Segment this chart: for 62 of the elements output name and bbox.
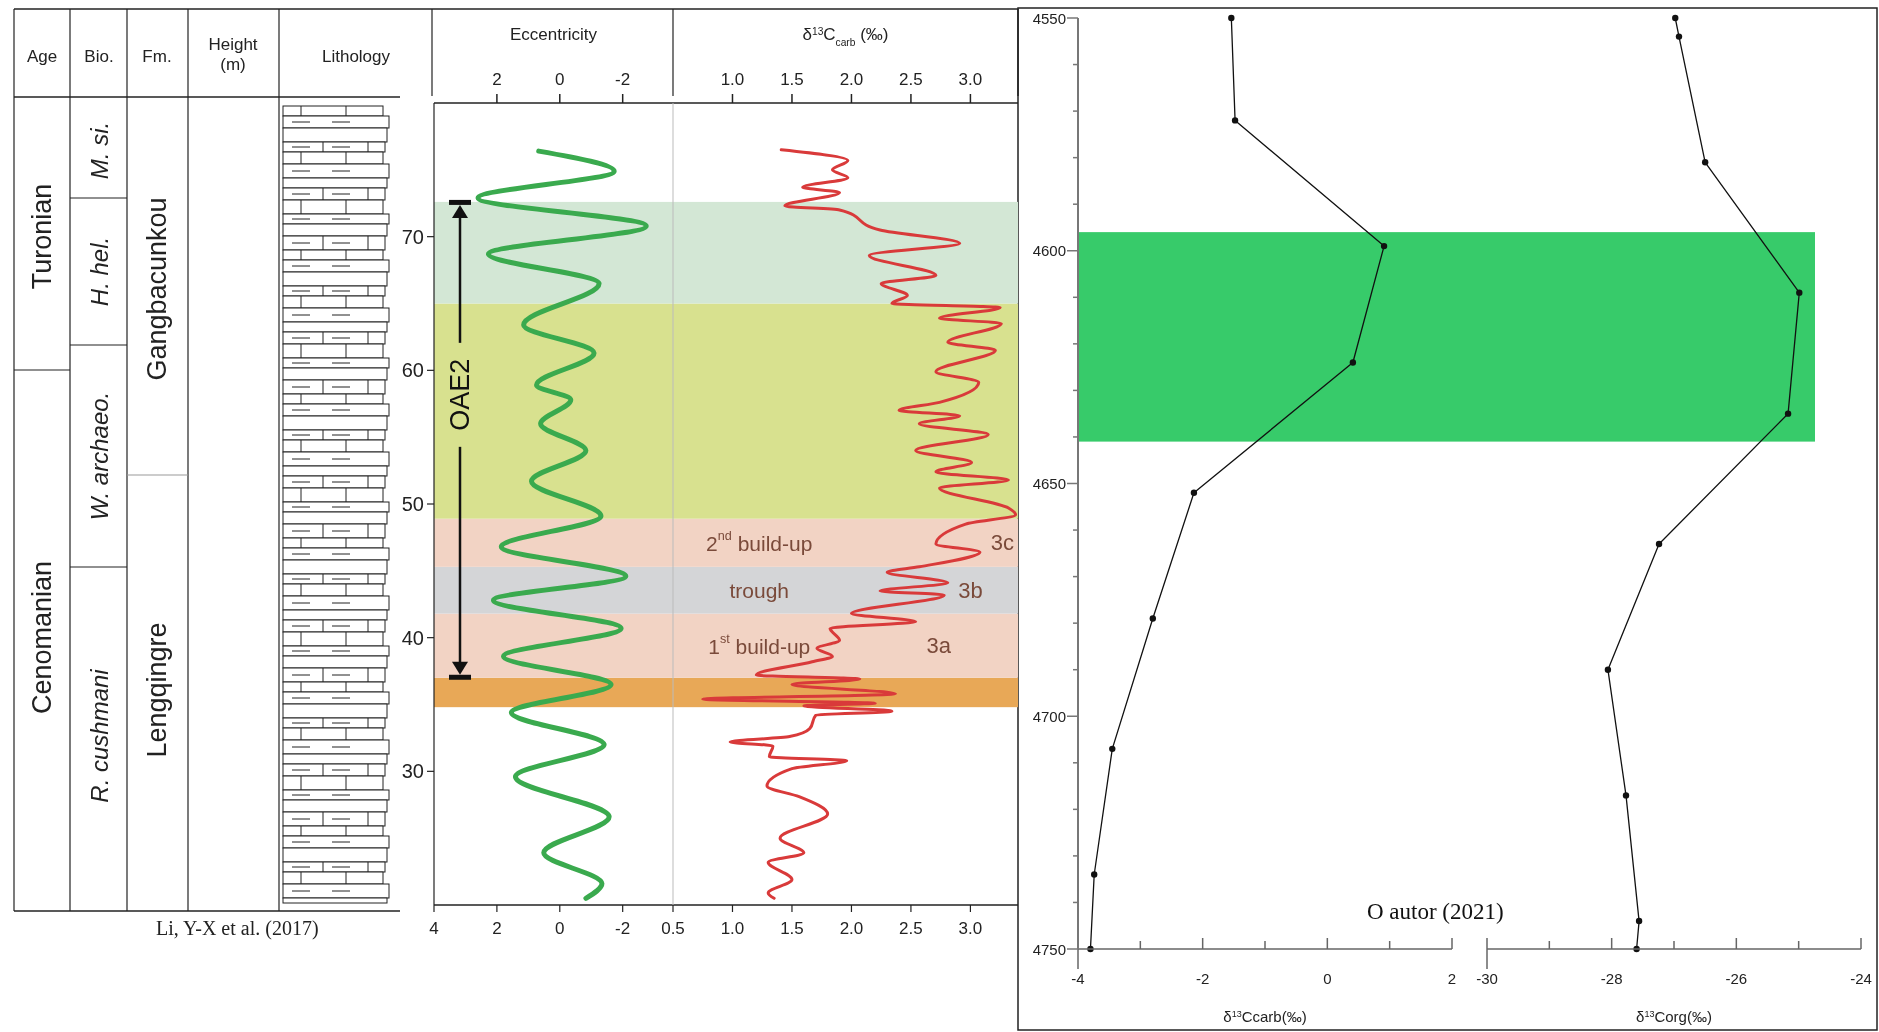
- y-tick-label: 40: [401, 626, 424, 649]
- x-tick-label: 4: [429, 919, 439, 938]
- x-tick-label: -4: [1071, 970, 1085, 987]
- x2-tick-label: -2: [615, 70, 631, 89]
- x-tick-label: 1.0: [720, 919, 745, 938]
- annotation: 3c: [990, 530, 1015, 556]
- y-tick-label: 4550: [1032, 9, 1066, 27]
- text: Lengqingre: [142, 622, 172, 758]
- x-tick-label: -24: [1850, 970, 1872, 987]
- y-tick-label: 4650: [1032, 475, 1066, 492]
- category-label: Age: [26, 47, 58, 66]
- x2-tick-label: 2.0: [839, 70, 864, 89]
- x-tick-label: 0.5: [661, 919, 685, 938]
- x-tick-label: -30: [1476, 970, 1498, 987]
- x-tick-label: 2: [492, 919, 502, 938]
- x-axis-title: Eccentricity: [510, 25, 598, 44]
- x-tick-label: -2: [615, 919, 631, 938]
- y-axis-title: Height (m): [208, 35, 258, 74]
- annotation: 3a: [926, 633, 952, 659]
- x2-tick-label: 1.0: [720, 70, 745, 89]
- category-label: Bio.: [84, 47, 114, 66]
- x-tick-label: 2: [1447, 970, 1457, 987]
- text: Lithology: [321, 47, 391, 66]
- y-tick-label: 4750: [1032, 940, 1066, 958]
- x-tick-label: 3.0: [958, 919, 983, 938]
- y-tick-label: 4600: [1032, 242, 1066, 260]
- x-tick-label: 2.0: [839, 919, 864, 938]
- category-label: Fm.: [142, 47, 172, 66]
- x-tick-label: 1.5: [780, 919, 804, 938]
- x-axis-title: δ$^{13}$Ccarb(‰): [1223, 1008, 1307, 1025]
- text: Cenomanian: [27, 560, 57, 715]
- x-tick-label: 0: [555, 919, 565, 938]
- x2-tick-label: 2: [492, 70, 502, 89]
- x2-tick-label: 0: [555, 70, 565, 89]
- y-tick-label: 70: [401, 225, 424, 248]
- text: H. hel.: [85, 236, 113, 307]
- x2-tick-label: 2.5: [899, 70, 923, 89]
- text: M. si.: [85, 121, 113, 180]
- text: R. cushmani: [85, 668, 113, 803]
- band-label: 2$^{nd}$ build-up: [706, 528, 813, 555]
- x-tick-label: -26: [1725, 970, 1748, 987]
- text: Turonian: [27, 183, 57, 290]
- x-tick-label: -28: [1600, 970, 1623, 987]
- text: Li, Y-X et al. (2017): [156, 917, 319, 940]
- text: Gangbacunkou: [142, 197, 172, 381]
- x-tick-label: 2.5: [899, 919, 923, 938]
- y-tick-label: 50: [401, 493, 424, 515]
- x-axis-title: δ$^{13}$Corg(‰): [1636, 1008, 1712, 1025]
- x-tick-label: -2: [1195, 970, 1210, 987]
- annotation: OAE2: [445, 358, 475, 431]
- annotation: 3b: [958, 577, 983, 603]
- y-tick-label: 4700: [1032, 707, 1066, 725]
- band-label: 1$^{st}$ build-up: [708, 631, 811, 658]
- text: W. archaeo.: [85, 391, 113, 521]
- x2-tick-label: 1.5: [780, 70, 804, 89]
- band-label: trough: [729, 578, 790, 602]
- x2-tick-label: 3.0: [958, 70, 983, 89]
- x-tick-label: 0: [1323, 970, 1332, 987]
- x-axis-title: δ$^{13}$C$_{carb}$ (‰): [802, 25, 889, 48]
- y-tick-label: 30: [401, 760, 424, 783]
- annotation: O autor (2021): [1367, 899, 1504, 924]
- y-tick-label: 60: [401, 359, 424, 382]
